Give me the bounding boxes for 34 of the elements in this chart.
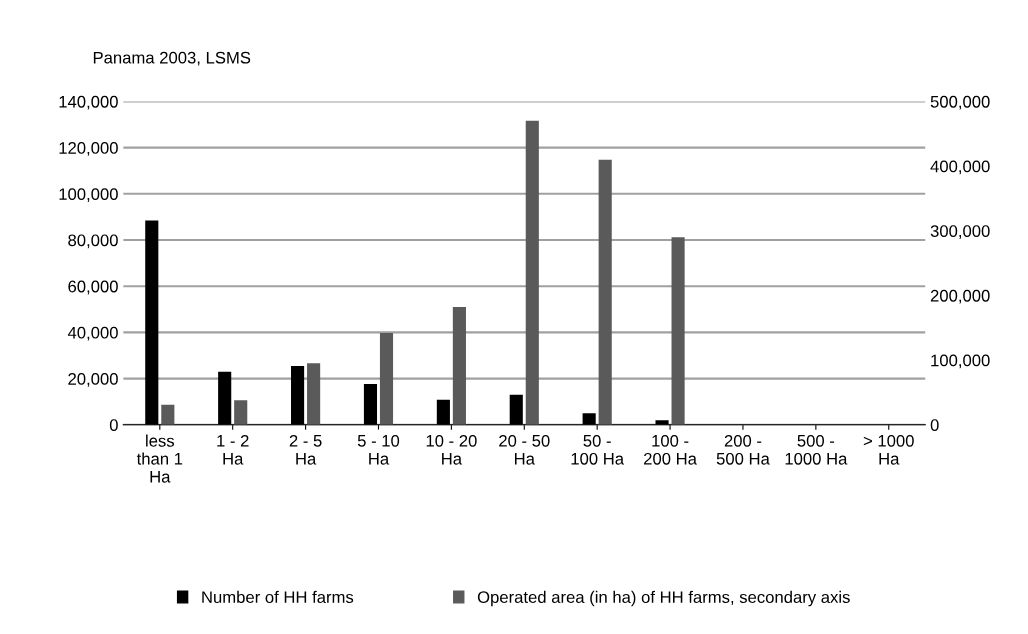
x-tick-label: 200 - 500 Ha — [716, 434, 770, 465]
bar — [671, 237, 685, 425]
y-tick-label: 40,000 — [67, 326, 118, 341]
x-tick-label: 100 - 200 Ha — [644, 434, 697, 465]
y-tick-label: 120,000 — [59, 142, 118, 156]
chart-title: Panama 2003, LSMS — [93, 51, 251, 66]
legend-label: Number of HH farms — [202, 590, 354, 604]
y2-tick-label: 0 — [930, 419, 939, 431]
y2-tick-label: 400,000 — [930, 160, 990, 175]
bar — [379, 332, 394, 425]
x-tick-label: 20 - 50 Ha — [499, 434, 550, 465]
x-tick-label: 5 - 10 Ha — [357, 434, 400, 465]
y-tick-label: 0 — [109, 419, 118, 431]
y-tick-label: 80,000 — [68, 234, 118, 249]
y-tick-label: 140,000 — [59, 95, 118, 110]
x-tick-label: 50 - 100 Ha — [571, 434, 625, 465]
legend-label: Operated area (in ha) of HH farms, secondary axis — [477, 590, 850, 607]
y2-tick-label: 100,000 — [931, 354, 990, 369]
y-tick-label: 20,000 — [68, 372, 118, 387]
bar — [452, 307, 466, 425]
x-tick-label: 2 - 5 Ha — [289, 434, 322, 465]
y-tick-label: 100,000 — [59, 188, 118, 202]
x-tick-label: 10 - 20 Ha — [426, 434, 477, 465]
bar — [598, 159, 612, 425]
x-tick-label: less than 1 Ha — [136, 434, 183, 483]
x-tick-label: > 1000 Ha — [863, 434, 914, 465]
x-tick-label: 500 - 1000 Ha — [785, 434, 848, 465]
y2-tick-label: 300,000 — [930, 225, 990, 239]
y2-tick-label: 500,000 — [930, 95, 990, 110]
bar — [525, 120, 539, 425]
x-tick-label: 1 - 2 Ha — [217, 434, 249, 465]
bar — [161, 404, 175, 425]
y-tick-label: 60,000 — [68, 280, 118, 295]
y2-tick-label: 200,000 — [930, 289, 990, 304]
